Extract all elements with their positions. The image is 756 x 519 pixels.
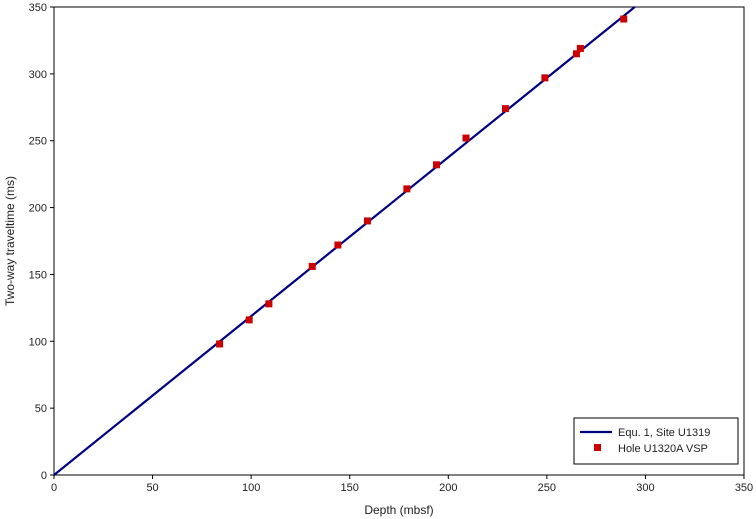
- y-tick-label: 100: [29, 336, 47, 348]
- x-tick-label: 200: [439, 482, 457, 494]
- y-axis-ticks: 0 50 100 150 200 250 300 350: [29, 2, 54, 482]
- data-point-vsp: [363, 217, 371, 225]
- y-tick-label: 300: [29, 69, 47, 81]
- series-line-equ1: [53, 6, 636, 476]
- legend-label-line: Equ. 1, Site U1319: [618, 427, 710, 439]
- y-tick-label: 150: [29, 269, 47, 281]
- x-tick-label: 100: [242, 482, 260, 494]
- x-tick-label: 0: [51, 482, 57, 494]
- x-tick-label: 300: [636, 482, 654, 494]
- x-tick-label: 50: [146, 482, 158, 494]
- data-point-vsp: [245, 316, 253, 324]
- data-point-vsp: [432, 161, 440, 169]
- y-axis-title: Two-way traveltime (ms): [3, 176, 17, 306]
- y-tick-label: 250: [29, 136, 47, 148]
- x-tick-label: 150: [341, 482, 359, 494]
- legend-marker-swatch: [594, 444, 601, 451]
- y-tick-label: 350: [29, 2, 47, 14]
- data-point-vsp: [403, 185, 411, 193]
- data-point-vsp: [308, 262, 316, 270]
- y-tick-label: 50: [35, 403, 47, 415]
- series-layer: [53, 6, 636, 476]
- plot-frame: [53, 6, 745, 476]
- legend-label-scatter: Hole U1320A VSP: [618, 443, 708, 455]
- data-point-vsp: [334, 241, 342, 249]
- data-point-vsp: [572, 50, 580, 58]
- data-point-vsp: [462, 134, 470, 142]
- legend-box: [573, 417, 739, 465]
- y-tick-label: 0: [41, 470, 47, 482]
- data-point-vsp: [216, 340, 224, 348]
- data-point-vsp: [620, 15, 628, 23]
- legend: Equ. 1, Site U1319 Hole U1320A VSP: [573, 417, 739, 465]
- data-point-vsp: [541, 74, 549, 82]
- x-tick-label: 250: [538, 482, 556, 494]
- data-point-vsp: [501, 105, 509, 113]
- x-axis-ticks: 0 50 100 150 200 250 300 350: [51, 475, 753, 494]
- data-point-vsp: [265, 300, 273, 308]
- x-axis-title: Depth (mbsf): [364, 503, 433, 517]
- y-tick-label: 200: [29, 203, 47, 215]
- x-tick-label: 350: [735, 482, 753, 494]
- data-point-vsp: [576, 44, 584, 52]
